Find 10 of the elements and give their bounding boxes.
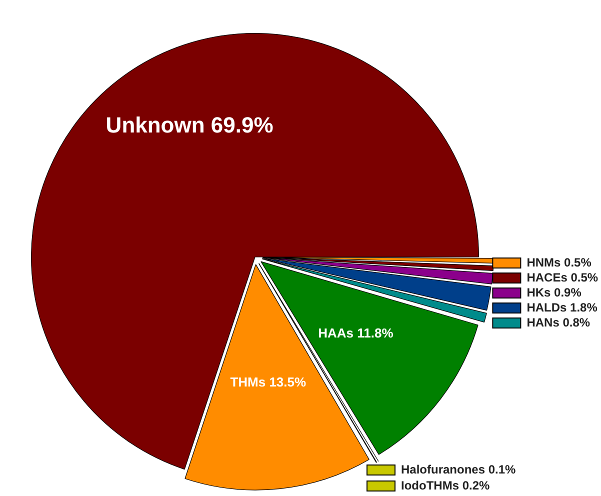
legend-label: Halofuranones 0.1% (401, 462, 516, 476)
slice-label: HAAs 11.8% (318, 326, 394, 341)
legend-label: HNMs 0.5% (526, 255, 592, 270)
legend-label: HACEs 0.5% (526, 270, 598, 284)
legend-label: IodoTHMs 0.2% (401, 478, 490, 492)
slice-label: Unknown 69.9% (106, 112, 274, 138)
slice-label: THMs 13.5% (230, 374, 306, 390)
legend-label: HKs 0.9% (526, 285, 582, 300)
legend-label: HANs 0.8% (526, 315, 590, 330)
legend-label: HALDs 1.8% (526, 300, 598, 314)
